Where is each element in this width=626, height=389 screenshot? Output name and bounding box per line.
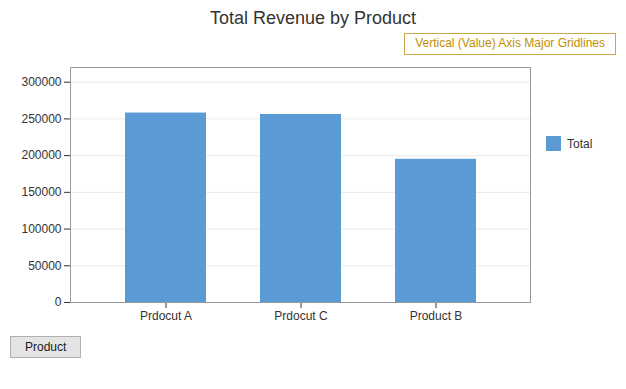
svg-text:250000: 250000 — [21, 112, 61, 126]
svg-text:0: 0 — [55, 295, 62, 309]
svg-text:Product B: Product B — [410, 309, 463, 323]
svg-text:Prdocut A: Prdocut A — [140, 309, 192, 323]
svg-text:Prdocut C: Prdocut C — [274, 309, 328, 323]
html-text:Vertical (Value) Axis Major Gr: Vertical (Value) Axis Major Gridlines — [415, 36, 605, 50]
svg-text:300000: 300000 — [21, 75, 61, 89]
svg-text:200000: 200000 — [21, 148, 61, 162]
html-text:Total: Total — [567, 136, 593, 151]
svg-text:150000: 150000 — [21, 185, 61, 199]
svg-text:100000: 100000 — [21, 222, 61, 236]
svg-text:50000: 50000 — [28, 259, 62, 273]
html-text:Product: Product — [25, 340, 67, 354]
html-text:Total Revenue by Product: Total Revenue by Product — [209, 8, 417, 28]
